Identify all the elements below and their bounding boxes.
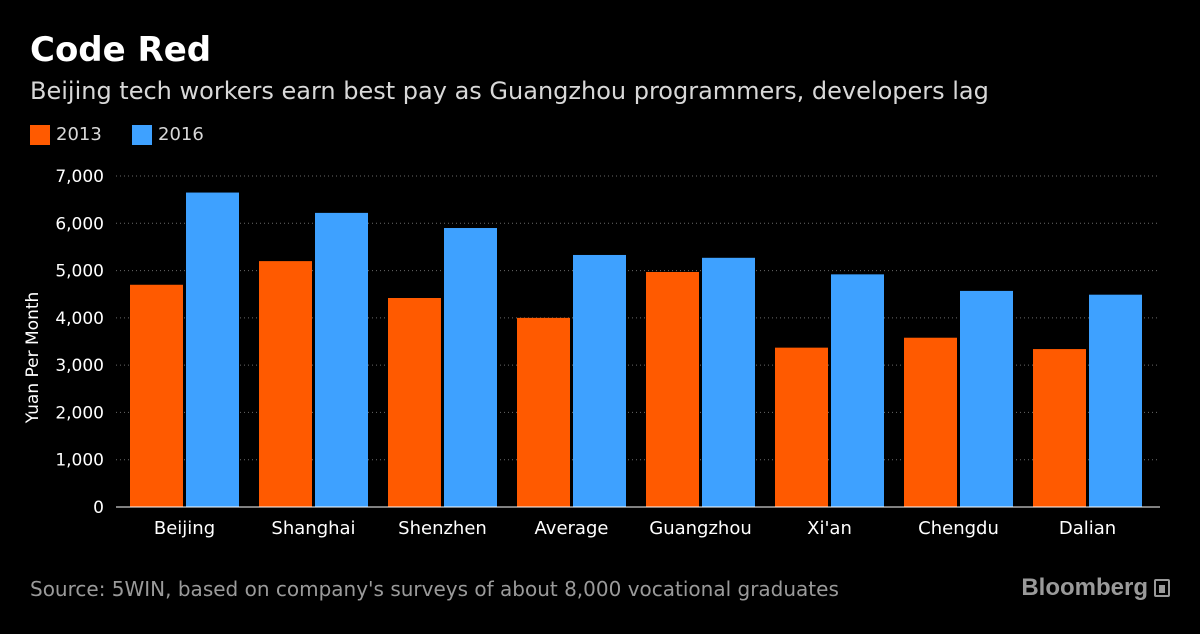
bar-2013-shenzhen <box>388 297 441 507</box>
bar-2013-shanghai <box>259 261 312 507</box>
bar-2016-beijing <box>186 192 239 508</box>
bar-2016-shanghai <box>315 212 368 507</box>
legend-label-2013: 2013 <box>56 124 102 145</box>
legend-item-2016: 2016 <box>132 124 204 145</box>
bar-2013-average <box>517 317 570 507</box>
legend-item-2013: 2013 <box>30 124 102 145</box>
bar-2013-chengdu <box>904 337 957 507</box>
x-tick-label: Average <box>535 518 609 539</box>
y-tick-label: 1,000 <box>55 451 104 471</box>
bar-2013-guangzhou <box>646 271 699 507</box>
y-tick-label: 2,000 <box>55 403 104 423</box>
chart-subtitle: Beijing tech workers earn best pay as Gu… <box>30 77 989 105</box>
bar-2013-dalian <box>1033 349 1086 507</box>
legend-swatch-2016 <box>132 124 152 145</box>
bar-2016-chengdu <box>960 290 1013 507</box>
x-tick-label: Shanghai <box>271 518 355 539</box>
bloomberg-terminal-icon <box>1154 579 1170 597</box>
bar-2016-guangzhou <box>702 257 755 507</box>
brand-logo: Bloomberg <box>1021 574 1170 602</box>
legend-swatch-2013 <box>30 124 50 145</box>
y-tick-label: 3,000 <box>55 356 104 376</box>
y-axis-ticks: 0 1,000 2,000 3,000 4,000 5,000 6,000 7,000 <box>55 167 104 518</box>
bar-2016-average <box>573 254 626 507</box>
x-tick-label: Guangzhou <box>649 518 752 539</box>
x-axis-ticks: Beijing Shanghai Shenzhen Average Guangzhou X… <box>154 518 1116 539</box>
y-tick-label: 5,000 <box>55 262 104 282</box>
legend-label-2016: 2016 <box>158 124 204 145</box>
x-tick-label: Dalian <box>1059 518 1116 539</box>
bars <box>130 192 1142 508</box>
bar-2013-xian <box>775 347 828 507</box>
y-tick-label: 7,000 <box>55 167 104 187</box>
bar-2013-beijing <box>130 284 183 507</box>
x-tick-label: Shenzhen <box>398 518 487 539</box>
y-axis-label: Yuan Per Month <box>23 292 43 425</box>
x-tick-label: Beijing <box>154 518 215 539</box>
bar-2016-xian <box>831 274 884 507</box>
x-tick-label: Chengdu <box>918 518 999 539</box>
bar-2016-shenzhen <box>444 228 497 507</box>
y-tick-label: 6,000 <box>55 214 104 234</box>
bar-2016-dalian <box>1089 294 1142 507</box>
x-tick-label: Xi'an <box>807 518 852 539</box>
chart-title: Code Red <box>30 30 212 70</box>
source-note: Source: 5WIN, based on company's surveys… <box>30 577 839 601</box>
y-tick-label: 0 <box>93 498 104 518</box>
y-tick-label: 4,000 <box>55 309 104 329</box>
brand-name: Bloomberg <box>1021 574 1148 601</box>
